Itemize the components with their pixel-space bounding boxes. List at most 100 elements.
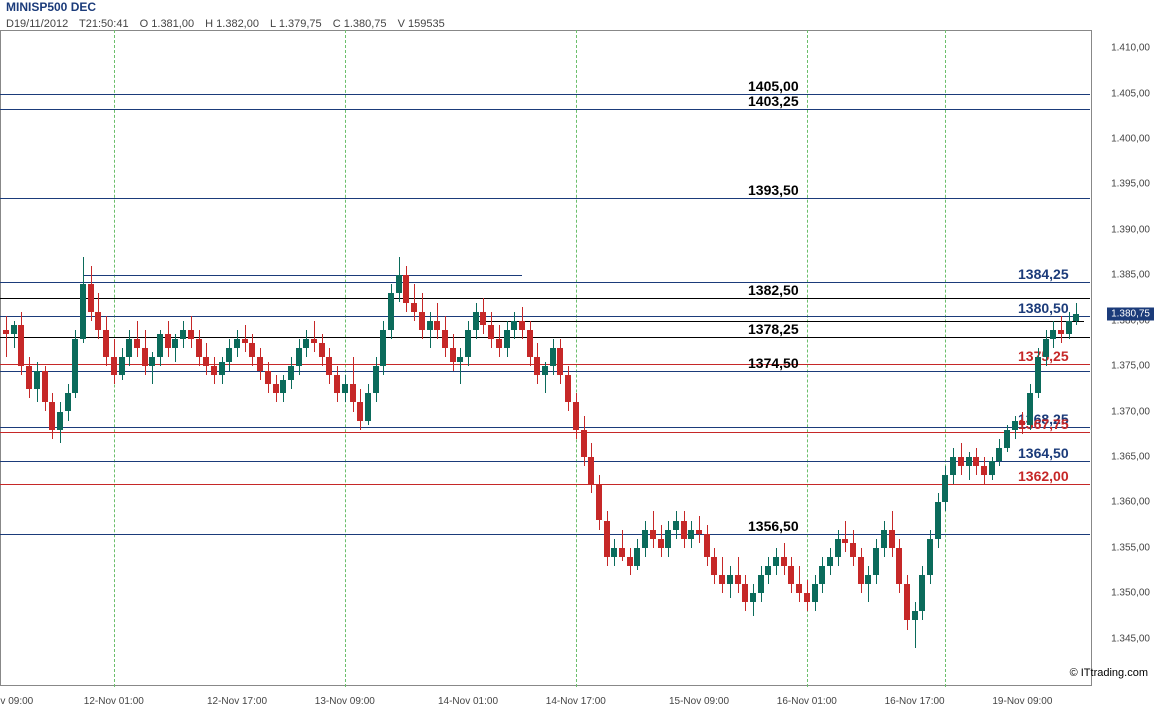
candlestick [296,0,302,711]
candlestick [149,0,155,711]
candlestick [542,0,548,711]
candlestick [172,0,178,711]
candlestick [927,0,933,711]
candlestick [534,0,540,711]
candlestick [396,0,402,711]
candlestick [611,0,617,711]
candlestick [673,0,679,711]
candlestick [735,0,741,711]
candlestick [989,0,995,711]
candlestick [665,0,671,711]
candlestick [942,0,948,711]
y-axis-tick: 1.405,00 [1111,88,1150,99]
candlestick [596,0,602,711]
candlestick [480,0,486,711]
candlestick [958,0,964,711]
candlestick [257,0,263,711]
candlestick [650,0,656,711]
candlestick [373,0,379,711]
candlestick [511,0,517,711]
current-price-badge: 1.380,75 [1107,307,1154,320]
y-axis-tick: 1.410,00 [1111,43,1150,54]
candlestick [850,0,856,711]
candlestick [88,0,94,711]
candlestick [804,0,810,711]
candlestick [581,0,587,711]
y-axis-tick: 1.395,00 [1111,179,1150,190]
candlestick [527,0,533,711]
candlestick [835,0,841,711]
candlestick [242,0,248,711]
copyright-label: © ITtrading.com [1070,667,1148,679]
candlestick [557,0,563,711]
candlestick [973,0,979,711]
y-axis-tick: 1.350,00 [1111,588,1150,599]
candlestick [103,0,109,711]
y-axis-tick: 1.385,00 [1111,270,1150,281]
candlestick [365,0,371,711]
candlestick [688,0,694,711]
candlestick [788,0,794,711]
candlestick [403,0,409,711]
candlestick [319,0,325,711]
candlestick [249,0,255,711]
candlestick [796,0,802,711]
candlestick [1027,0,1033,711]
candlestick [1019,0,1025,711]
candlestick [226,0,232,711]
candlestick [1058,0,1064,711]
candlestick [219,0,225,711]
candlestick [234,0,240,711]
candlestick [3,0,9,711]
y-axis-tick: 1.370,00 [1111,406,1150,417]
candlestick [111,0,117,711]
candlestick [119,0,125,711]
candlestick [588,0,594,711]
candlestick [658,0,664,711]
candlestick [57,0,63,711]
candlestick [465,0,471,711]
y-axis-tick: 1.390,00 [1111,224,1150,235]
candlestick [550,0,556,711]
candlestick [26,0,32,711]
candlestick [996,0,1002,711]
candlestick [696,0,702,711]
candlestick [904,0,910,711]
candlestick [273,0,279,711]
candlestick [758,0,764,711]
candlestick [781,0,787,711]
candlestick [819,0,825,711]
candlestick [265,0,271,711]
chart-container: MINISP500 DEC D19/11/2012 T21:50:41 O 1.… [0,0,1154,711]
candlestick [889,0,895,711]
candlestick [180,0,186,711]
candlestick [65,0,71,711]
candlestick [812,0,818,711]
candlestick [342,0,348,711]
candlestick [773,0,779,711]
candlestick [981,0,987,711]
candlestick [211,0,217,711]
candlestick [1043,0,1049,711]
candlestick [34,0,40,711]
candlestick [765,0,771,711]
candlestick [334,0,340,711]
candlestick [388,0,394,711]
candlestick [188,0,194,711]
candlestick [134,0,140,711]
candlestick [11,0,17,711]
candlestick [704,0,710,711]
candlestick [912,0,918,711]
candlestick [681,0,687,711]
candlestick [950,0,956,711]
candlestick [1050,0,1056,711]
candlestick [642,0,648,711]
candlestick [434,0,440,711]
candlestick [350,0,356,711]
candlestick [1012,0,1018,711]
y-axis-tick: 1.355,00 [1111,542,1150,553]
candlestick [742,0,748,711]
candlestick [280,0,286,711]
y-axis-tick: 1.400,00 [1111,134,1150,145]
candlestick [419,0,425,711]
